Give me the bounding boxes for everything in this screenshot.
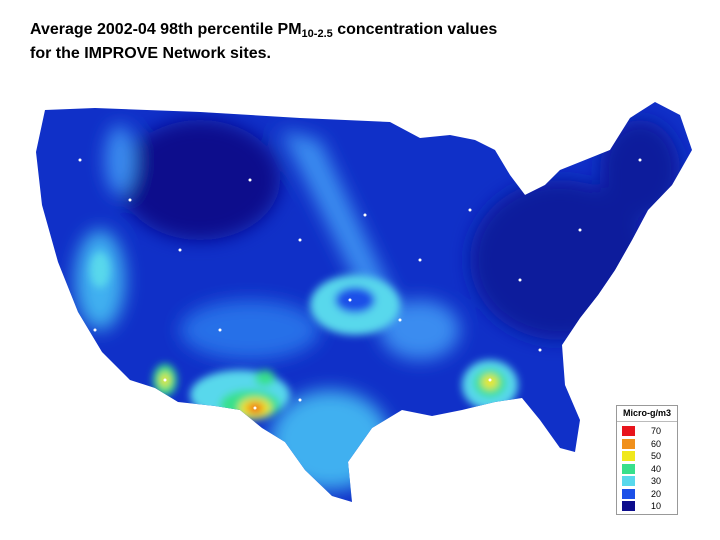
legend-item: 60	[617, 438, 677, 451]
legend-swatch	[622, 451, 635, 462]
title-subscript: 10-2.5	[301, 28, 333, 40]
legend-swatch	[622, 488, 635, 499]
legend-swatch	[622, 463, 635, 474]
legend: Micro-g/m3 70 60 50 40 30 20 10	[616, 405, 678, 515]
legend-item: 20	[617, 488, 677, 501]
legend-item: 40	[617, 463, 677, 476]
legend-label: 70	[651, 426, 662, 437]
legend-label: 20	[651, 488, 662, 499]
legend-item: 30	[617, 475, 677, 488]
site-markers	[78, 158, 642, 410]
legend-swatch	[622, 476, 635, 487]
concentration-surface	[36, 102, 692, 502]
title-line2: for the IMPROVE Network sites.	[30, 45, 271, 62]
legend-item: 50	[617, 450, 677, 463]
legend-label: 10	[651, 501, 662, 512]
title: Average 2002-04 98th percentile PM10-2.5…	[30, 18, 497, 66]
legend-item: 10	[617, 500, 677, 513]
legend-swatch	[622, 426, 635, 437]
title-text: concentration values	[332, 21, 498, 38]
legend-items: 70 60 50 40 30 20 10	[617, 425, 677, 513]
legend-label: 60	[651, 438, 662, 449]
legend-label: 50	[651, 451, 662, 462]
title-text: Average 2002-04 98th percentile PM	[30, 21, 302, 38]
legend-swatch	[622, 438, 635, 449]
legend-label: 30	[651, 476, 662, 487]
legend-swatch	[622, 501, 635, 512]
legend-label: 40	[651, 463, 662, 474]
legend-title: Micro-g/m3	[617, 406, 677, 422]
legend-item: 70	[617, 425, 677, 438]
